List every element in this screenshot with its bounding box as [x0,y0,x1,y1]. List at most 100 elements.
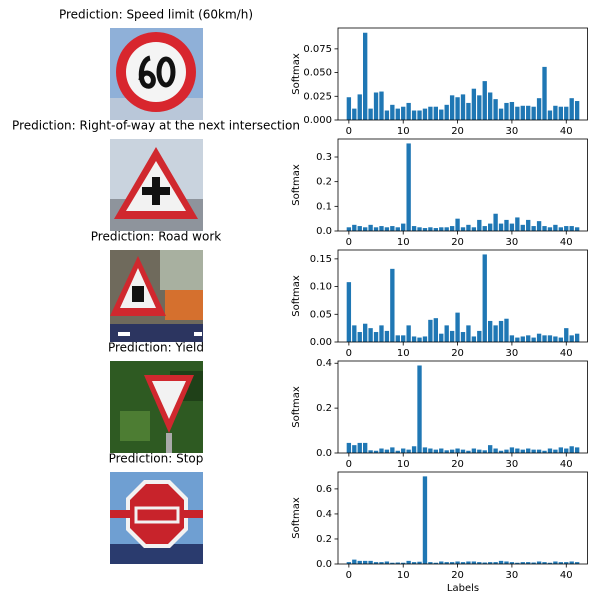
bar [423,228,427,231]
bar [531,107,535,120]
bar [363,561,367,564]
bar [483,254,487,342]
panel-title: Prediction: Road work [91,230,221,244]
bar [374,332,378,342]
bar [575,227,579,231]
x-axis-label: Labels [447,583,479,594]
panel-title: Prediction: Yield [108,341,204,355]
bar [531,338,535,342]
bar [526,449,530,453]
bar [564,226,568,231]
x-tick-label: 0 [346,459,352,470]
sign-image [110,250,203,342]
sign-image [110,28,203,120]
bar [455,313,459,342]
bar [374,92,378,120]
bar [439,227,443,231]
figure: Prediction: Speed limit (60km/h)0.0000.0… [0,0,589,594]
bar [450,226,454,231]
bar [559,227,563,231]
bar [406,561,410,564]
y-tick-label: 0.0 [316,226,332,237]
bar [488,445,492,453]
plot-frame [338,250,588,342]
sign-image [110,472,203,564]
bar [428,107,432,120]
x-tick-label: 0 [346,348,352,359]
x-tick-label: 10 [397,570,410,581]
bar [396,335,400,342]
bar [439,449,443,453]
x-tick-label: 0 [346,570,352,581]
bar [445,227,449,231]
bar [504,220,508,231]
bar [412,226,416,231]
y-tick-label: 0.4 [316,358,332,369]
bar [477,95,481,120]
bar [412,446,416,453]
bar [363,33,367,120]
bar [493,449,497,453]
bar [434,450,438,453]
bar [477,331,481,342]
bar [352,325,356,342]
bar [504,319,508,342]
sign-image [110,139,203,231]
bar [368,109,372,120]
bar [363,324,367,342]
bar [390,269,394,342]
bar [352,445,356,453]
bar [417,338,421,342]
bar [537,221,541,231]
x-tick-label: 30 [506,459,519,470]
x-tick-label: 40 [560,237,573,248]
y-axis-label: Softmax [291,275,302,317]
bar [385,331,389,342]
bar [434,318,438,342]
x-tick-label: 20 [451,126,464,137]
bar [368,450,372,453]
bar [417,227,421,231]
bar [450,450,454,453]
bar [417,365,421,453]
bar [515,107,519,120]
y-axis-label: Softmax [291,497,302,539]
x-tick-label: 40 [560,348,573,359]
bar [472,449,476,453]
bar [531,450,535,453]
bar [428,449,432,453]
bar [461,227,465,231]
bar [553,225,557,231]
bar [553,106,557,120]
x-tick-label: 0 [346,126,352,137]
bar [352,109,356,120]
bar [472,89,476,120]
bar [434,228,438,231]
bar [406,325,410,342]
bar [406,143,410,231]
bar [358,226,362,231]
x-tick-label: 0 [346,237,352,248]
bar [553,336,557,342]
bar [368,225,372,231]
bar [564,328,568,342]
bar [499,321,503,342]
y-tick-label: 0.3 [316,152,332,163]
bar [445,450,449,453]
bar [358,332,362,342]
bar [531,226,535,231]
bar [352,225,356,231]
bar [477,450,481,453]
y-tick-label: 0.15 [310,254,332,265]
bar [358,443,362,453]
bar [379,325,383,342]
bar [521,336,525,342]
bar [455,219,459,231]
bar [493,214,497,231]
bar [445,325,449,342]
bar [374,227,378,231]
bar [542,226,546,231]
bar [499,561,503,564]
bar [347,97,351,120]
bar [510,102,514,120]
